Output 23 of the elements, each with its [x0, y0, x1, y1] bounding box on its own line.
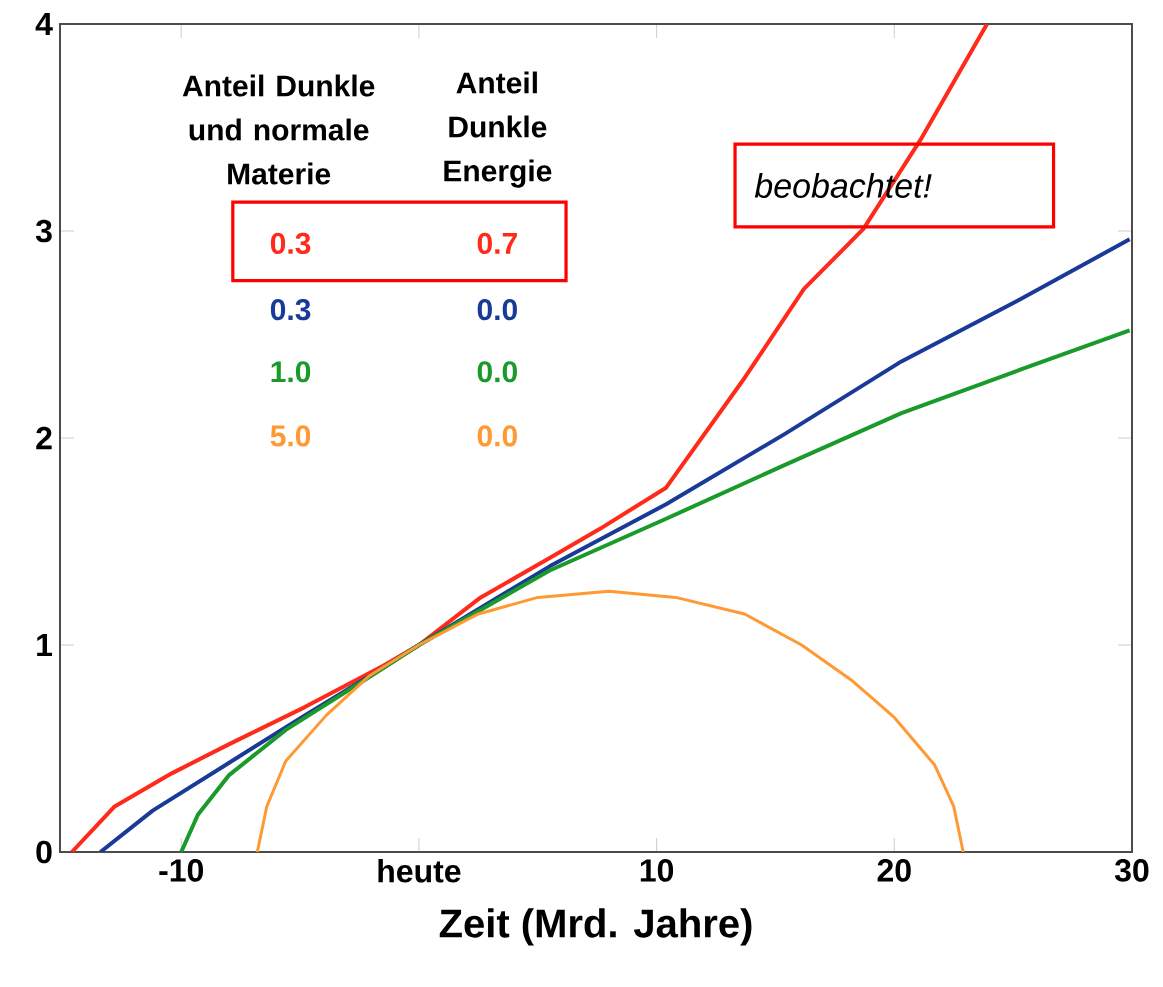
annotation: 0.0 — [477, 361, 517, 383]
x-tick-label: -10 — [159, 859, 204, 882]
annotation: Anteil Dunkle Energie — [444, 71, 552, 188]
x-tick-label: 10 — [640, 859, 674, 882]
annotation: 0.7 — [477, 232, 517, 255]
annotation: Anteil Dunkle und normale Materie — [182, 74, 375, 185]
y-tick-label: 0 — [36, 840, 52, 864]
annotation: 1.0 — [271, 361, 311, 383]
x-tick-label: heute — [378, 859, 461, 883]
line-series — [255, 589, 965, 852]
y-tick-label: 1 — [37, 633, 53, 657]
y-tick-label: 2 — [36, 426, 52, 450]
annotation: 0.3 — [270, 232, 311, 255]
y-tick-label: 4 — [35, 12, 53, 36]
x-tick-label: 30 — [1114, 859, 1149, 882]
annotation: 5.0 — [270, 425, 311, 447]
x-axis-title: Zeit (Mrd. Jahre) — [439, 908, 752, 946]
annotation: 0.0 — [477, 299, 517, 321]
annotation: 0.0 — [477, 425, 517, 447]
x-tick-label: 20 — [877, 859, 911, 882]
line-series — [69, 24, 990, 852]
annotation: 0.3 — [270, 299, 311, 321]
y-tick-label: 3 — [35, 219, 52, 243]
